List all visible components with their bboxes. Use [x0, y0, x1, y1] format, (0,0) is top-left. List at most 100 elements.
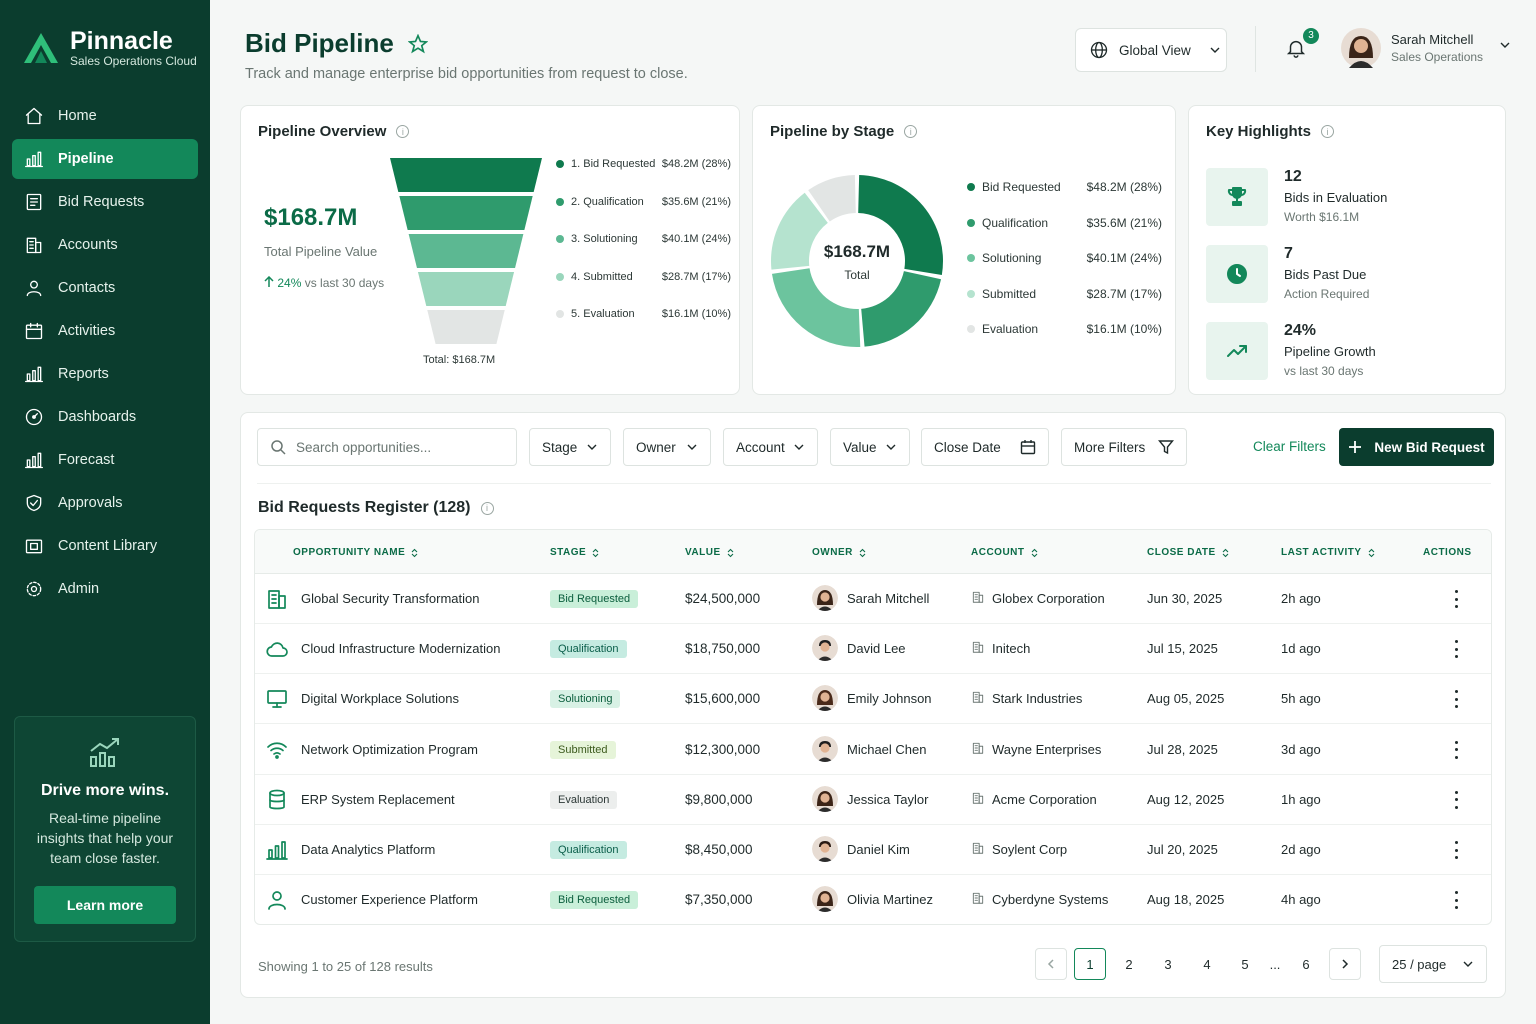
legend-label: 4. Submitted	[571, 270, 633, 283]
account-name[interactable]: Globex Corporation	[992, 591, 1105, 606]
notifications-button[interactable]: 3	[1285, 28, 1319, 65]
row-actions-kebab-icon[interactable]	[1448, 841, 1464, 859]
donut-slice[interactable]	[771, 268, 861, 347]
sidebar-item-approvals[interactable]: Approvals	[12, 483, 198, 523]
row-actions-kebab-icon[interactable]	[1448, 590, 1464, 608]
column-header[interactable]: VALUE	[685, 547, 734, 558]
account-filter[interactable]: Account	[723, 428, 818, 466]
more-filters-label: More Filters	[1074, 439, 1146, 455]
sidebar-item-admin[interactable]: Admin	[12, 569, 198, 609]
funnel-segment[interactable]	[427, 310, 505, 344]
column-header[interactable]: ACTIONS	[1423, 547, 1472, 558]
highlight-item[interactable]: 12 Bids in Evaluation Worth $16.1M	[1206, 168, 1506, 230]
sidebar-item-reports[interactable]: Reports	[12, 354, 198, 394]
per-page-select[interactable]: 25 / page	[1379, 945, 1487, 983]
table-row[interactable]: Cloud Infrastructure Modernization Quali…	[255, 624, 1491, 675]
opportunity-name[interactable]: Global Security Transformation	[301, 591, 480, 606]
column-header[interactable]: LAST ACTIVITY	[1281, 547, 1375, 558]
sidebar-item-forecast[interactable]: Forecast	[12, 440, 198, 480]
opportunity-name[interactable]: Customer Experience Platform	[301, 892, 479, 908]
legend-value: $40.1M (24%)	[1086, 251, 1162, 265]
info-icon[interactable]: i	[1321, 125, 1335, 138]
account-name[interactable]: Soylent Corp	[992, 842, 1068, 857]
account-name[interactable]: Acme Corporation	[992, 791, 1097, 807]
page-button[interactable]: 2	[1113, 948, 1145, 980]
page-button[interactable]: 3	[1152, 948, 1184, 980]
legend-dot	[556, 160, 564, 168]
column-header[interactable]: CLOSE DATE	[1147, 547, 1229, 558]
funnel-segment[interactable]	[390, 158, 542, 192]
funnel-segment[interactable]	[399, 196, 533, 230]
more-filters-button[interactable]: More Filters	[1061, 428, 1187, 466]
next-page-button[interactable]	[1329, 948, 1361, 980]
sidebar-item-home[interactable]: Home	[12, 96, 198, 136]
new-bid-request-button[interactable]: New Bid Request	[1339, 428, 1494, 466]
table-row[interactable]: Global Security Transformation Bid Reque…	[255, 574, 1491, 624]
table-row[interactable]: Digital Workplace Solutions Solutioning …	[255, 674, 1491, 725]
legend-label: Evaluation	[982, 322, 1039, 336]
sidebar-item-activities[interactable]: Activities	[12, 311, 198, 351]
opportunity-name[interactable]: ERP System Replacement	[301, 791, 455, 807]
column-header[interactable]: STAGE	[550, 547, 599, 558]
table-row[interactable]: Network Optimization Program Submitted $…	[255, 725, 1491, 775]
account-name[interactable]: Wayne Enterprises	[992, 741, 1102, 757]
star-icon[interactable]	[407, 33, 428, 54]
highlight-item[interactable]: 24% Pipeline Growth vs last 30 days	[1206, 322, 1506, 384]
donut-slice[interactable]	[861, 271, 942, 347]
column-header[interactable]: OWNER	[812, 547, 866, 558]
info-icon[interactable]: i	[904, 125, 918, 138]
account-name[interactable]: Cyberdyne Systems	[992, 892, 1109, 908]
sidebar-item-contacts[interactable]: Contacts	[12, 268, 198, 308]
sidebar-item-pipeline[interactable]: Pipeline	[12, 139, 198, 179]
funnel-segment[interactable]	[417, 272, 515, 306]
clear-filters-link[interactable]: Clear Filters	[1253, 439, 1326, 454]
account-name[interactable]: Initech	[992, 641, 1031, 657]
opportunity-name[interactable]: Digital Workplace Solutions	[301, 691, 459, 707]
page-button[interactable]: 4	[1191, 948, 1223, 980]
row-actions-kebab-icon[interactable]	[1448, 790, 1464, 809]
funnel-legend-item: 1. Bid Requested $48.2M (28%)	[556, 158, 731, 170]
row-actions-kebab-icon[interactable]	[1448, 740, 1464, 759]
opportunity-name[interactable]: Cloud Infrastructure Modernization	[301, 641, 501, 657]
opportunity-name[interactable]: Data Analytics Platform	[301, 842, 436, 857]
info-icon[interactable]: i	[480, 501, 494, 515]
search-input[interactable]	[296, 439, 496, 455]
row-actions-kebab-icon[interactable]	[1448, 690, 1464, 709]
info-icon[interactable]: i	[396, 125, 410, 138]
table-row[interactable]: ERP System Replacement Evaluation $9,800…	[255, 775, 1491, 825]
learn-more-button[interactable]: Learn more	[34, 886, 176, 924]
highlight-label: Bids in Evaluation	[1284, 190, 1388, 205]
column-header[interactable]: OPPORTUNITY NAME	[293, 547, 418, 558]
account-name[interactable]: Stark Industries	[992, 691, 1083, 707]
table-row[interactable]: Data Analytics Platform Qualification $8…	[255, 825, 1491, 875]
close-date: Jun 30, 2025	[1147, 591, 1223, 606]
database-icon	[269, 789, 285, 810]
sidebar-item-dashboards[interactable]: Dashboards	[12, 397, 198, 437]
owner-filter[interactable]: Owner	[623, 428, 711, 466]
page-button[interactable]: 1	[1074, 948, 1106, 980]
row-actions-kebab-icon[interactable]	[1448, 891, 1464, 910]
chevron-down-icon	[1463, 961, 1473, 967]
page-button[interactable]: 6	[1290, 948, 1322, 980]
stage-filter[interactable]: Stage	[529, 428, 611, 466]
donut-slice[interactable]	[808, 175, 856, 222]
global-view-select[interactable]: Global View	[1075, 28, 1227, 72]
donut-slice[interactable]	[858, 175, 943, 275]
close-date-filter[interactable]: Close Date	[921, 428, 1049, 466]
highlight-item[interactable]: 7 Bids Past Due Action Required	[1206, 245, 1506, 307]
user-menu[interactable]: Sarah Mitchell Sales Operations	[1341, 28, 1511, 68]
sidebar-item-content-library[interactable]: Content Library	[12, 526, 198, 566]
sidebar-item-bid-requests[interactable]: Bid Requests	[12, 182, 198, 222]
funnel-segment[interactable]	[408, 234, 524, 268]
prev-page-button[interactable]	[1035, 948, 1067, 980]
column-header[interactable]: ACCOUNT	[971, 547, 1038, 558]
sidebar-item-accounts[interactable]: Accounts	[12, 225, 198, 265]
row-actions-kebab-icon[interactable]	[1448, 640, 1464, 659]
brand[interactable]: Pinnacle Sales Operations Cloud	[22, 28, 197, 68]
chevron-down-icon	[886, 444, 896, 450]
table-row[interactable]: Customer Experience Platform Bid Request…	[255, 875, 1491, 924]
page-button[interactable]: 5	[1229, 948, 1261, 980]
opportunity-name[interactable]: Network Optimization Program	[301, 741, 478, 757]
value-filter[interactable]: Value	[830, 428, 910, 466]
donut-slice[interactable]	[771, 192, 828, 270]
